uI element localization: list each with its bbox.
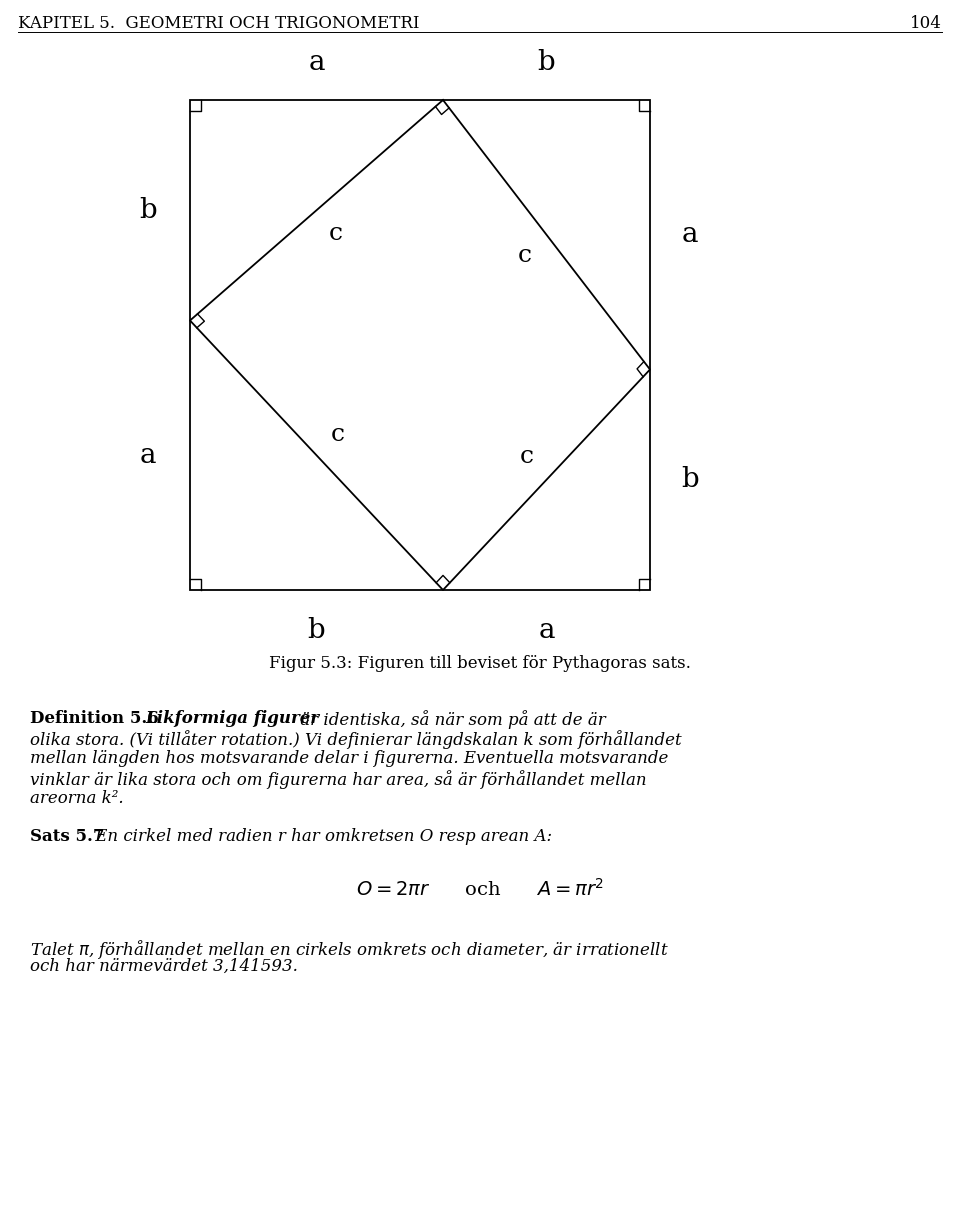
Text: $O = 2\pi r$      och      $A = \pi r^2$: $O = 2\pi r$ och $A = \pi r^2$ (356, 878, 604, 900)
Text: c: c (329, 221, 343, 244)
Text: b: b (308, 616, 325, 644)
Text: olika stora. (Vi tillåter rotation.) Vi definierar längdskalan k som förhållande: olika stora. (Vi tillåter rotation.) Vi … (30, 730, 682, 748)
Text: a: a (308, 49, 324, 75)
Text: b: b (682, 467, 699, 493)
Text: 104: 104 (910, 15, 942, 32)
Text: Likformiga figurer: Likformiga figurer (145, 710, 319, 727)
Text: c: c (517, 244, 532, 267)
Text: c: c (520, 446, 534, 469)
Text: Talet $\pi$, förhållandet mellan en cirkels omkrets och diameter, är irrationell: Talet $\pi$, förhållandet mellan en cirk… (30, 938, 669, 961)
Text: KAPITEL 5.  GEOMETRI OCH TRIGONOMETRI: KAPITEL 5. GEOMETRI OCH TRIGONOMETRI (18, 15, 420, 32)
Text: Definition 5.6: Definition 5.6 (30, 710, 164, 727)
Text: areorna k².: areorna k². (30, 790, 124, 807)
Text: är identiska, så när som på att de är: är identiska, så när som på att de är (295, 710, 606, 729)
Text: Figur 5.3: Figuren till beviset för Pythagoras sats.: Figur 5.3: Figuren till beviset för Pyth… (269, 655, 691, 672)
Text: En cirkel med radien r har omkretsen O resp arean A:: En cirkel med radien r har omkretsen O r… (90, 827, 552, 844)
Bar (190, 100, 650, 590)
Text: vinklar är lika stora och om figurerna har area, så är förhållandet mellan: vinklar är lika stora och om figurerna h… (30, 770, 647, 789)
Text: Sats 5.7: Sats 5.7 (30, 827, 110, 844)
Text: a: a (682, 221, 698, 248)
Text: a: a (539, 616, 555, 644)
Text: a: a (140, 442, 156, 469)
Text: mellan längden hos motsvarande delar i figurerna. Eventuella motsvarande: mellan längden hos motsvarande delar i f… (30, 750, 668, 767)
Text: och har närmevärdet 3,141593.: och har närmevärdet 3,141593. (30, 957, 298, 974)
Text: b: b (538, 49, 555, 75)
Text: b: b (139, 197, 156, 224)
Text: c: c (331, 423, 346, 446)
